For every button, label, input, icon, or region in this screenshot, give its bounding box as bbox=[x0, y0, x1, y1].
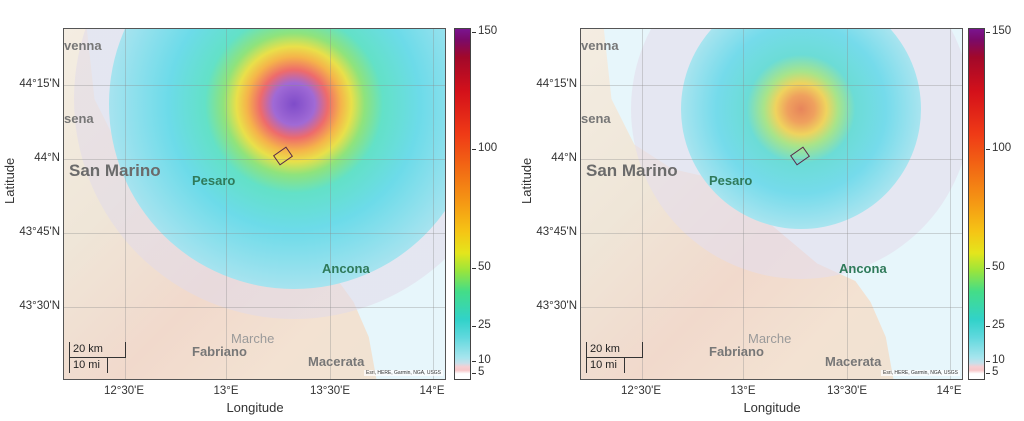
city-ravenna: venna bbox=[64, 38, 102, 53]
colorbar bbox=[968, 28, 985, 380]
colorbar-tick: 150 bbox=[985, 25, 1012, 37]
y-tick: 43°30'N bbox=[19, 300, 60, 312]
x-axis-label: Longitude bbox=[226, 400, 284, 415]
colorbar-tick: 50 bbox=[986, 261, 1005, 273]
left-map-panel: Latitude 44°15'N 44°N 43°45'N 43°30'N ve… bbox=[2, 25, 498, 415]
colorbar-tick: 50 bbox=[472, 261, 491, 273]
x-tick: 12°30'E bbox=[103, 385, 145, 397]
map-attribution: Esri, HERE, Garmin, NGA, USGS bbox=[880, 370, 960, 376]
grid-line bbox=[847, 29, 848, 379]
city-ravenna: venna bbox=[581, 38, 619, 53]
y-tick: 44°N bbox=[551, 152, 577, 164]
map-axes[interactable]: venna sena San Marino Pesaro Ancona Marc… bbox=[580, 28, 963, 380]
colorbar-tick: 25 bbox=[986, 319, 1005, 331]
city-macerata: Macerata bbox=[825, 354, 882, 369]
grid-line bbox=[581, 307, 962, 308]
colorbar-tick: 25 bbox=[472, 319, 491, 331]
x-axis-label: Longitude bbox=[743, 400, 801, 415]
x-tick: 13°E bbox=[213, 385, 239, 397]
colorbar-tick: 150 bbox=[471, 25, 498, 37]
grid-line bbox=[581, 233, 962, 234]
y-tick: 43°45'N bbox=[536, 226, 577, 238]
colorbar-tick: 100 bbox=[471, 142, 498, 154]
colorbar-tick: 10 bbox=[986, 354, 1005, 366]
city-fabriano: Fabriano bbox=[192, 344, 247, 359]
colorbar-tick: 10 bbox=[472, 354, 491, 366]
grid-line bbox=[64, 159, 445, 160]
right-map-panel: Latitude 44°15'N 44°N 43°45'N 43°30'N ve… bbox=[517, 0, 1024, 421]
y-tick: 43°30'N bbox=[536, 300, 577, 312]
scale-km: 20 km bbox=[586, 342, 643, 358]
colorbar-tick: 100 bbox=[985, 142, 1012, 154]
city-cesena: sena bbox=[581, 111, 611, 126]
grid-line bbox=[330, 29, 331, 379]
city-pesaro: Pesaro bbox=[709, 173, 753, 188]
city-cesena: sena bbox=[64, 111, 94, 126]
x-tick: 14°E bbox=[936, 385, 962, 397]
grid-line bbox=[950, 29, 951, 379]
x-tick: 12°30'E bbox=[620, 385, 662, 397]
colorbar-tick: 5 bbox=[471, 366, 485, 378]
city-san-marino: San Marino bbox=[586, 161, 678, 180]
city-pesaro: Pesaro bbox=[192, 173, 236, 188]
y-tick: 43°45'N bbox=[19, 226, 60, 238]
grid-line bbox=[642, 29, 643, 379]
x-tick: 13°30'E bbox=[309, 385, 351, 397]
city-san-marino: San Marino bbox=[69, 161, 161, 180]
scale-mi: 10 mi bbox=[586, 358, 625, 373]
colorbar bbox=[454, 28, 471, 380]
grid-line bbox=[64, 307, 445, 308]
grid-line bbox=[125, 29, 126, 379]
city-fabriano: Fabriano bbox=[709, 344, 764, 359]
map-axes[interactable]: venna sena San Marino Pesaro Ancona Marc… bbox=[63, 28, 446, 380]
city-ancona: Ancona bbox=[322, 261, 370, 276]
scale-mi: 10 mi bbox=[69, 358, 108, 373]
city-ancona: Ancona bbox=[839, 261, 887, 276]
map-attribution: Esri, HERE, Garmin, NGA, USGS bbox=[363, 370, 443, 376]
y-tick: 44°15'N bbox=[19, 78, 60, 90]
grid-line bbox=[64, 233, 445, 234]
scale-km: 20 km bbox=[69, 342, 126, 358]
grid-line bbox=[433, 29, 434, 379]
x-tick: 13°E bbox=[730, 385, 756, 397]
grid-line bbox=[64, 85, 445, 86]
y-axis-label: Latitude bbox=[2, 157, 17, 204]
y-axis-label: Latitude bbox=[519, 157, 534, 204]
intensity-contour bbox=[681, 29, 921, 229]
grid-line bbox=[743, 29, 744, 379]
colorbar-tick: 5 bbox=[985, 366, 999, 378]
y-tick: 44°15'N bbox=[536, 78, 577, 90]
city-macerata: Macerata bbox=[308, 354, 365, 369]
x-tick: 13°30'E bbox=[826, 385, 868, 397]
y-tick: 44°N bbox=[34, 152, 60, 164]
x-tick: 14°E bbox=[419, 385, 445, 397]
scale-bar: 20 km 10 mi bbox=[69, 342, 126, 373]
grid-line bbox=[581, 85, 962, 86]
grid-line bbox=[226, 29, 227, 379]
region-marche: Marche bbox=[748, 331, 792, 346]
grid-line bbox=[581, 159, 962, 160]
scale-bar: 20 km 10 mi bbox=[586, 342, 643, 373]
region-marche: Marche bbox=[231, 331, 275, 346]
